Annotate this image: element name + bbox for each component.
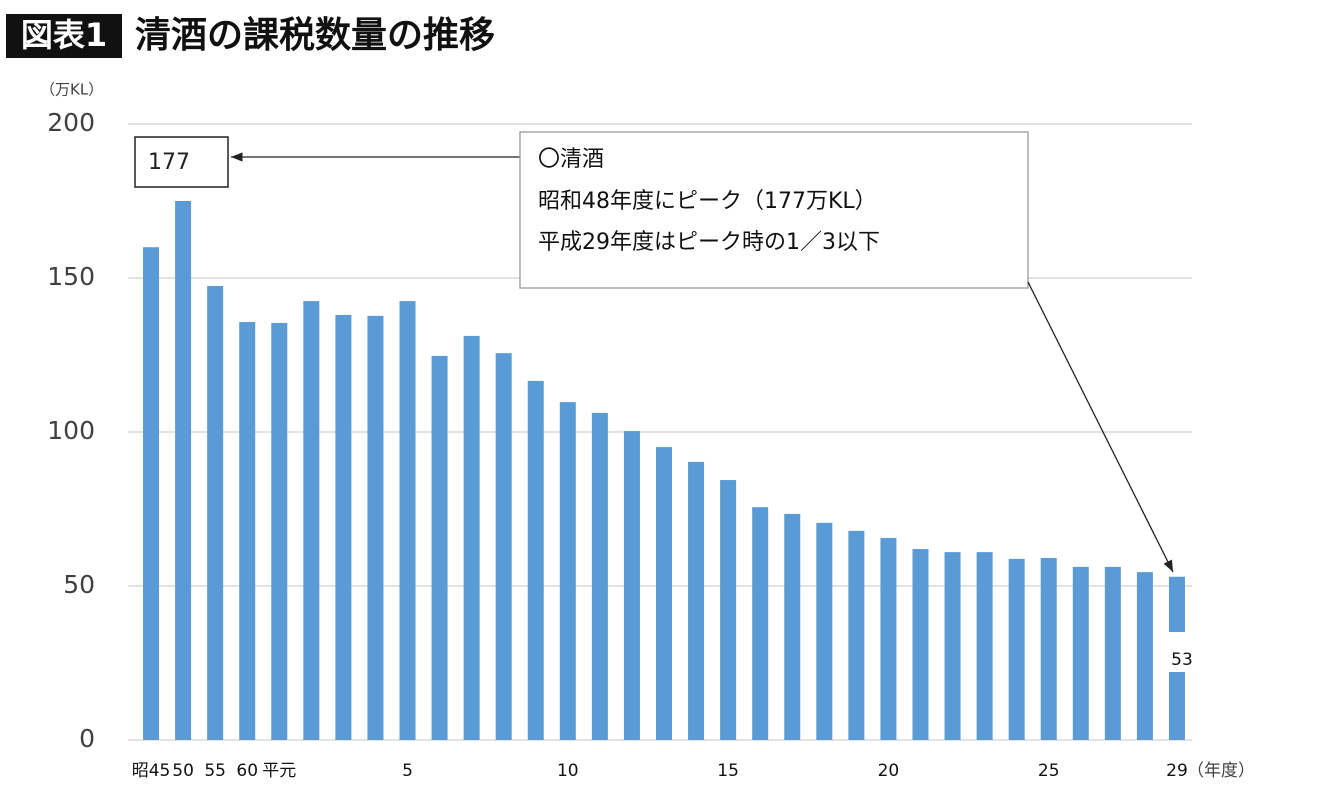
bar xyxy=(559,402,576,740)
y-tick-label: 100 xyxy=(47,416,95,445)
bar xyxy=(1040,557,1057,740)
x-tick-label: 10 xyxy=(557,761,579,781)
bar xyxy=(431,355,448,740)
y-tick-label: 0 xyxy=(79,724,95,753)
bar xyxy=(527,380,544,740)
callout-line: 平成29年度はピーク時の1／3以下 xyxy=(538,230,880,255)
bar xyxy=(239,322,256,740)
bar xyxy=(752,507,769,740)
bar xyxy=(143,247,160,740)
bar xyxy=(271,322,288,740)
bar xyxy=(880,537,897,740)
bar xyxy=(944,552,961,740)
bar xyxy=(303,301,320,740)
bar xyxy=(976,552,993,740)
x-tick-label: 5 xyxy=(402,761,413,781)
y-tick-label: 200 xyxy=(47,108,95,137)
chart-title: 清酒の課税数量の推移 xyxy=(135,15,495,56)
bar xyxy=(367,315,384,740)
bar xyxy=(399,301,416,740)
x-tick-label: 15 xyxy=(717,761,739,781)
bar xyxy=(495,353,512,740)
bar xyxy=(1072,566,1089,740)
bar xyxy=(623,431,640,740)
badge-box xyxy=(6,14,122,58)
y-tick-label: 150 xyxy=(47,262,95,291)
data-label: 53 xyxy=(1171,650,1193,670)
bar xyxy=(720,480,737,740)
arrow xyxy=(1027,281,1174,573)
bar xyxy=(688,461,705,740)
bar xyxy=(1104,566,1121,740)
bar xyxy=(591,412,608,740)
callout-box xyxy=(519,131,1029,289)
x-tick-label: 平元 xyxy=(262,761,296,781)
bar xyxy=(207,286,224,740)
callout-line: 昭和48年度にピーク（177万KL） xyxy=(538,189,877,214)
callout-line: 〇清酒 xyxy=(538,147,604,172)
bar xyxy=(848,530,865,740)
label-bg xyxy=(1166,632,1187,672)
x-tick-label: 29 xyxy=(1166,761,1188,781)
peak-box xyxy=(134,136,229,188)
x-tick-label: 20 xyxy=(878,761,900,781)
badge: 図表1 xyxy=(21,16,107,54)
x-tick-label: 25 xyxy=(1038,761,1060,781)
bar xyxy=(912,549,929,740)
bar xyxy=(656,447,672,740)
x-tick-label: 50 xyxy=(172,761,194,781)
y-unit: （万KL） xyxy=(40,81,103,99)
y-tick-label: 50 xyxy=(63,570,95,599)
bar xyxy=(335,314,352,740)
x-unit: （年度） xyxy=(1187,761,1255,781)
bar xyxy=(463,335,480,740)
x-tick-label: 昭45 xyxy=(132,761,171,781)
x-tick-label: 60 xyxy=(236,761,258,781)
bar xyxy=(816,522,833,740)
peak-label: 177 xyxy=(148,150,190,175)
bar xyxy=(175,201,192,740)
bar xyxy=(1136,572,1153,740)
x-tick-label: 55 xyxy=(204,761,226,781)
bar xyxy=(784,513,801,740)
bar xyxy=(1008,558,1025,740)
